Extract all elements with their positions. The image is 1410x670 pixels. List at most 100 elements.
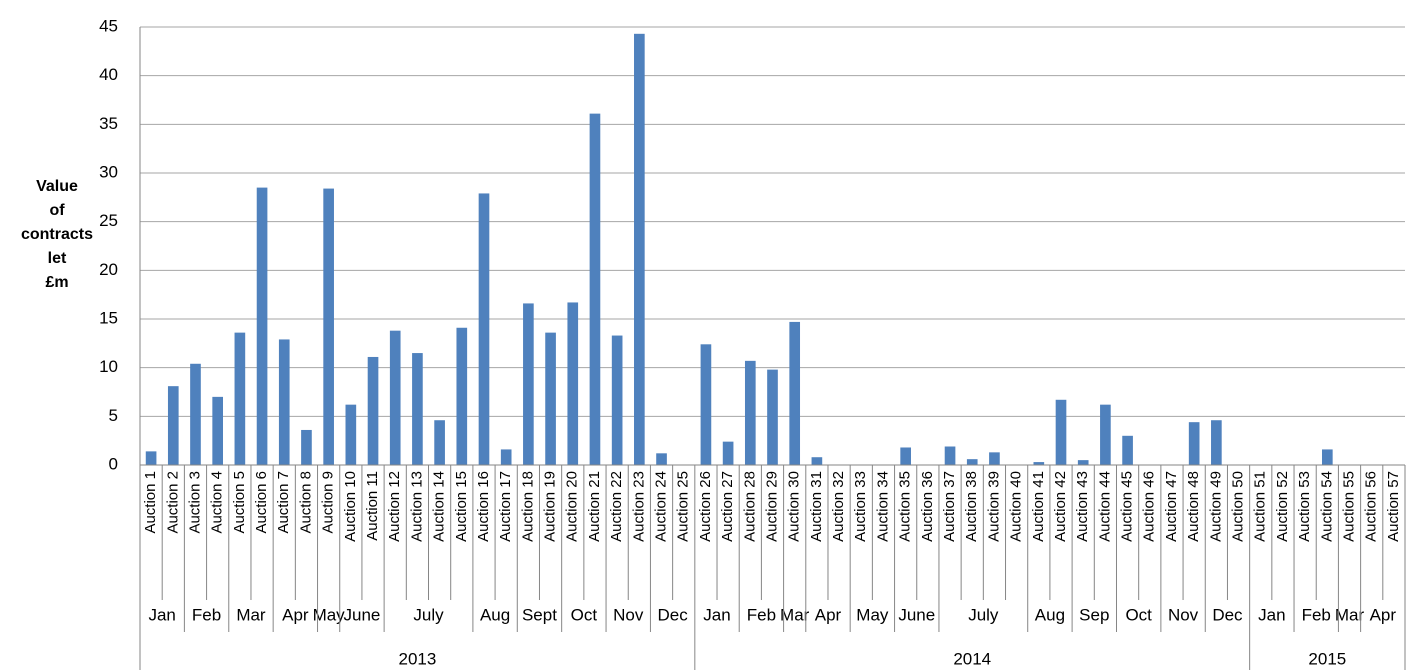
month-label: July	[968, 605, 999, 624]
y-tick-label: 10	[99, 357, 118, 376]
x-tick-label: Auction 1	[142, 471, 159, 534]
x-tick-label: Auction 55	[1340, 471, 1357, 542]
x-tick-label: Auction 9	[320, 471, 337, 534]
x-tick-label: Auction 42	[1052, 471, 1069, 542]
x-tick-label: Auction 6	[253, 471, 270, 534]
bar	[278, 339, 290, 465]
month-label: Aug	[1035, 605, 1065, 624]
x-tick-label: Auction 56	[1363, 471, 1380, 542]
x-tick-label: Auction 41	[1030, 471, 1047, 542]
month-label: Mar	[236, 605, 266, 624]
bar	[589, 113, 601, 466]
x-tick-label: Auction 39	[985, 471, 1002, 542]
x-tick-label: Auction 32	[830, 471, 847, 542]
x-tick-label: Auction 48	[1185, 471, 1202, 542]
bar	[656, 453, 667, 465]
x-tick-label: Auction 23	[630, 471, 647, 542]
x-tick-label: Auction 25	[675, 471, 692, 542]
bar	[1188, 422, 1200, 465]
bar	[744, 360, 756, 465]
month-label: Feb	[747, 605, 776, 624]
x-tick-label: Auction 3	[186, 471, 203, 534]
month-label: Feb	[192, 605, 221, 624]
x-tick-label: Auction 37	[941, 471, 958, 542]
bar	[1077, 460, 1089, 465]
y-tick-label: 35	[99, 114, 118, 133]
bar	[722, 441, 734, 465]
x-tick-label: Auction 24	[653, 471, 670, 542]
x-tick-label: Auction 35	[897, 471, 914, 542]
month-label: Jan	[1258, 605, 1285, 624]
bar	[301, 429, 312, 465]
bar	[1033, 462, 1045, 465]
x-tick-label: Auction 10	[342, 471, 359, 542]
x-tick-label: Auction 7	[275, 471, 292, 534]
month-label: Apr	[815, 605, 842, 624]
y-axis-title: Value of contracts let £m	[21, 178, 93, 291]
month-label: Apr	[1370, 605, 1397, 624]
x-tick-label: Auction 21	[586, 471, 603, 542]
bar	[256, 187, 268, 465]
bar	[523, 303, 534, 465]
bar	[323, 188, 334, 465]
y-tick-label: 15	[99, 308, 118, 327]
bar	[1211, 420, 1222, 465]
x-tick-label: Auction 26	[697, 471, 714, 542]
x-tick-label: Auction 18	[519, 471, 536, 542]
y-tick-label: 20	[99, 260, 118, 279]
month-label: Nov	[1168, 605, 1199, 624]
month-label: May	[856, 605, 889, 624]
bar	[389, 330, 401, 465]
x-tick-label: Auction 15	[453, 471, 470, 542]
bar	[500, 449, 512, 465]
x-tick-label: Auction 30	[786, 471, 803, 542]
x-tick-label: Auction 36	[919, 471, 936, 542]
x-tick-label: Auction 45	[1119, 471, 1136, 542]
bar	[434, 420, 445, 465]
bar	[145, 451, 157, 465]
bar	[966, 459, 978, 465]
x-tick-label: Auction 28	[741, 471, 758, 542]
bar	[234, 332, 246, 465]
bar	[767, 369, 778, 465]
bar	[989, 452, 1000, 465]
bar	[789, 321, 801, 465]
bar	[900, 447, 911, 465]
bar	[412, 353, 423, 465]
bar	[212, 396, 224, 465]
month-label: Mar	[1335, 605, 1365, 624]
bar	[167, 386, 179, 465]
bar	[367, 356, 379, 465]
x-tick-label: Auction 16	[475, 471, 492, 542]
x-tick-label: Auction 31	[808, 471, 825, 542]
x-tick-label: Auction 50	[1230, 471, 1247, 542]
month-label: June	[343, 605, 380, 624]
x-tick-label: Auction 52	[1274, 471, 1291, 542]
month-label: Sep	[1079, 605, 1109, 624]
x-tick-label: Auction 5	[231, 471, 248, 534]
month-label: Oct	[571, 605, 598, 624]
bar	[944, 446, 956, 465]
y-tick-label: 30	[99, 162, 118, 181]
month-label: Nov	[613, 605, 644, 624]
x-tick-label: Auction 29	[763, 471, 780, 542]
y-tick-label: 25	[99, 211, 118, 230]
y-tick-label: 5	[109, 406, 118, 425]
month-label: Sept	[522, 605, 557, 624]
x-tick-label: Auction 12	[386, 471, 403, 542]
month-label: Apr	[282, 605, 309, 624]
month-label: Jan	[148, 605, 175, 624]
month-label: Aug	[480, 605, 510, 624]
y-tick-label: 45	[99, 16, 118, 35]
bar	[1321, 449, 1333, 465]
x-tick-label: Auction 53	[1296, 471, 1313, 542]
month-label: June	[898, 605, 935, 624]
month-label: Feb	[1302, 605, 1331, 624]
month-label: Dec	[1212, 605, 1243, 624]
bar	[567, 302, 579, 465]
x-tick-label: Auction 33	[852, 471, 869, 542]
x-tick-label: Auction 54	[1318, 471, 1335, 542]
x-tick-label: Auction 47	[1163, 471, 1180, 542]
bar	[478, 193, 490, 465]
